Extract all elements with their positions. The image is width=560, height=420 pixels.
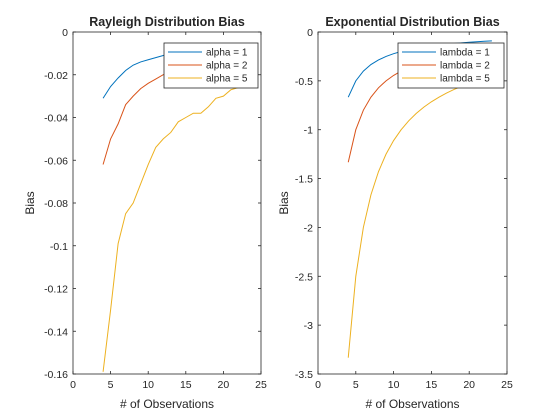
x-tick-label: 10 <box>142 379 154 391</box>
y-axis-title: Bias <box>277 191 291 214</box>
chart-title: Rayleigh Distribution Bias <box>89 15 245 29</box>
y-tick-label: -0.5 <box>295 76 313 88</box>
legend-label: lambda = 5 <box>440 74 490 85</box>
legend-label: lambda = 1 <box>440 48 490 59</box>
y-tick-label: -1 <box>304 125 313 137</box>
plot-area <box>317 31 508 375</box>
x-tick-label: 0 <box>315 379 321 391</box>
x-tick-label: 5 <box>353 379 359 391</box>
y-tick-label: -0.08 <box>44 198 68 210</box>
y-tick-label: -0.16 <box>44 369 68 381</box>
chart-title: Exponential Distribution Bias <box>325 15 499 29</box>
y-tick-label: -3.5 <box>295 369 313 381</box>
x-tick-label: 10 <box>388 379 400 391</box>
y-tick-label: -2.5 <box>295 271 313 283</box>
x-tick-label: 15 <box>180 379 192 391</box>
x-tick-label: 25 <box>255 379 267 391</box>
legend-label: alpha = 5 <box>206 74 248 85</box>
x-tick-label: 15 <box>426 379 438 391</box>
x-tick-label: 25 <box>501 379 513 391</box>
y-tick-label: -0.06 <box>44 155 68 167</box>
y-tick-label: -3 <box>304 320 313 332</box>
legend: alpha = 1 alpha = 2 alpha = 5 <box>163 42 259 89</box>
y-tick-label: -0.14 <box>44 326 68 338</box>
y-tick-label: -1.5 <box>295 174 313 186</box>
legend-label: alpha = 2 <box>206 61 248 72</box>
x-tick-label: 20 <box>218 379 230 391</box>
legend: lambda = 1 lambda = 2 lambda = 5 <box>397 42 505 89</box>
x-tick-label: 0 <box>70 379 76 391</box>
legend-label: alpha = 1 <box>206 48 248 59</box>
x-axis-title: # of Observations <box>365 397 459 411</box>
x-tick-label: 20 <box>463 379 475 391</box>
y-tick-label: -2 <box>304 222 313 234</box>
y-tick-label: -0.12 <box>44 284 68 296</box>
y-axis-title: Bias <box>23 191 37 214</box>
y-tick-label: -0.04 <box>44 113 68 125</box>
y-tick-label: 0 <box>62 27 68 39</box>
series-line-3 <box>102 84 247 372</box>
chart-2: 0 5 10 15 20 25 0 -0.5 -1 -1.5 -2 -2.5 -3 -3.5 Exponen… <box>277 15 513 411</box>
plot-area <box>72 31 262 375</box>
legend-label: lambda = 2 <box>440 61 490 72</box>
y-tick-label: 0 <box>307 27 313 39</box>
chart-1: 0 5 10 15 20 25 0 -0.02 -0.04 -0.06 -0.08 -0.1 -0.12… <box>23 15 267 411</box>
y-tick-label: -0.1 <box>50 241 68 253</box>
x-axis-title: # of Observations <box>120 397 214 411</box>
y-tick-label: -0.02 <box>44 70 68 82</box>
legend-box <box>397 42 505 89</box>
x-tick-label: 5 <box>108 379 114 391</box>
